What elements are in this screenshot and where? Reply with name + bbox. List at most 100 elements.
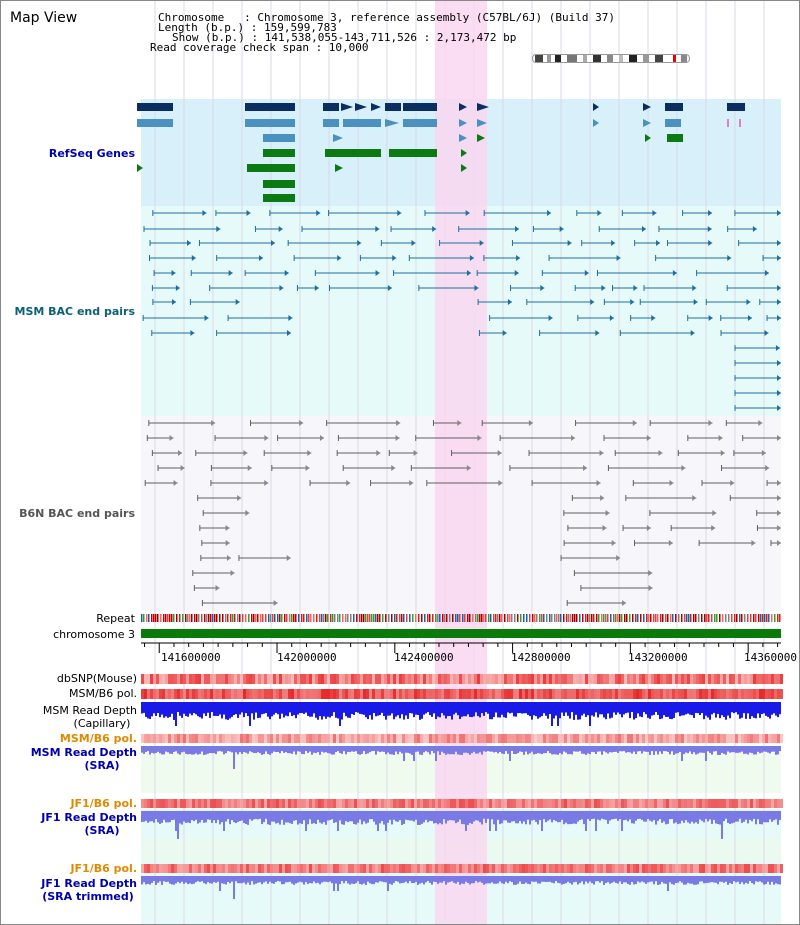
jf1-pol-heat bbox=[417, 799, 420, 808]
dbsnp-heat bbox=[384, 674, 387, 684]
repeat-element bbox=[632, 614, 634, 622]
jf1-depth-sra-bar bbox=[589, 811, 591, 821]
repeat-element bbox=[598, 614, 600, 622]
msm-depth-sra-bar bbox=[751, 746, 753, 754]
msm-depth-capillary-bar bbox=[285, 702, 287, 716]
repeat-element bbox=[665, 614, 667, 622]
refseq-track-label[interactable]: RefSeq Genes bbox=[48, 147, 135, 160]
msm-bac-end bbox=[191, 255, 196, 261]
dbsnp-heat bbox=[231, 674, 234, 684]
chromosome-ideogram[interactable] bbox=[532, 54, 690, 63]
jf1-depth-trimmed-bar bbox=[249, 876, 251, 885]
msm-depth-sra-bar bbox=[143, 746, 145, 754]
msm-depth-capillary-bar bbox=[423, 702, 425, 715]
jf1-pol-heat bbox=[219, 799, 222, 808]
chromosome-track-label[interactable]: chromosome 3 bbox=[53, 628, 135, 641]
msm-depth-sra-bar bbox=[683, 746, 685, 755]
msm-depth-sra-bar bbox=[621, 746, 623, 752]
jf1-pol-2-heat bbox=[714, 864, 717, 873]
jf1-depth-trimmed-label[interactable]: JF1 Read Depth bbox=[41, 877, 137, 890]
axis-tick-label: 142400000 bbox=[394, 651, 454, 664]
jf1-depth-sra-bar bbox=[449, 811, 451, 821]
msm-depth-sra-bar bbox=[609, 746, 611, 753]
jf1-pol-heat bbox=[633, 799, 636, 808]
b6n-bac-end bbox=[692, 495, 697, 501]
repeat-element bbox=[334, 614, 336, 622]
jf1-pol-2-heat bbox=[540, 864, 543, 873]
msm-depth-sra-bar bbox=[667, 746, 669, 752]
msm-depth-sra-bar bbox=[543, 746, 545, 754]
msm-depth-sra-bar bbox=[439, 746, 441, 755]
msm-depth-capillary-label[interactable]: MSM Read Depth bbox=[42, 704, 137, 717]
jf1-depth-trimmed-bar bbox=[499, 876, 501, 882]
msm-depth-capillary-bar bbox=[689, 702, 691, 715]
msm-bac-track-label[interactable]: MSM BAC end pairs bbox=[14, 305, 135, 318]
dbsnp-heat bbox=[459, 674, 462, 684]
jf1-pol-heat bbox=[681, 799, 684, 808]
msm-depth-sra-bar bbox=[761, 746, 763, 753]
jf1-depth-trimmed-bar bbox=[427, 876, 429, 881]
msm-pol-heat bbox=[162, 689, 165, 699]
dbsnp-heat bbox=[645, 674, 648, 684]
msm-depth-sra-bar bbox=[415, 746, 417, 752]
msm-depth-capillary-bar bbox=[743, 702, 745, 714]
jf1-depth-trimmed-bar bbox=[751, 876, 753, 884]
msm-depth-sra-label[interactable]: MSM Read Depth bbox=[30, 746, 137, 759]
repeat-element bbox=[610, 614, 612, 622]
jf1-pol-2-heat bbox=[462, 864, 465, 873]
jf1-depth-trimmed-bar bbox=[157, 876, 159, 883]
msm-pol-sra-heat bbox=[570, 734, 573, 743]
repeat-element bbox=[412, 614, 414, 622]
msm-depth-sra-bar bbox=[261, 746, 263, 755]
msm-bac-end bbox=[411, 240, 416, 246]
msm-pol-sra-heat bbox=[573, 734, 576, 743]
repeat-track-label[interactable]: Repeat bbox=[96, 612, 135, 625]
msm-pol-heat bbox=[219, 689, 222, 699]
msm-depth-sra-bar bbox=[775, 746, 777, 755]
msm-depth-capillary-bar bbox=[579, 702, 581, 720]
jf1-depth-trimmed-bar bbox=[429, 876, 431, 883]
repeat-element bbox=[684, 614, 686, 622]
dbsnp-track-label[interactable]: dbSNP(Mouse) bbox=[56, 672, 137, 685]
jf1-pol-heat bbox=[432, 799, 435, 808]
msm-pol-heat bbox=[675, 689, 678, 699]
jf1-pol-2-heat bbox=[435, 864, 438, 873]
jf1-pol-2-label[interactable]: JF1/B6 pol. bbox=[70, 862, 137, 875]
jf1-depth-sra-label[interactable]: JF1 Read Depth bbox=[41, 811, 137, 824]
msm-depth-capillary-bar bbox=[183, 702, 185, 714]
msm-pol-sra-heat bbox=[558, 734, 561, 743]
msm-bac-end bbox=[540, 285, 545, 291]
jf1-pol-label[interactable]: JF1/B6 pol. bbox=[70, 797, 137, 810]
msm-pol-sra-heat bbox=[246, 734, 249, 743]
msm-depth-sra-bar bbox=[451, 746, 453, 755]
jf1-depth-trimmed-bar bbox=[539, 876, 541, 884]
msm-depth-sra-bar bbox=[165, 746, 167, 752]
msm-depth-sra-bar bbox=[723, 746, 725, 754]
jf1-depth-trimmed-bar bbox=[693, 876, 695, 885]
refseq-gene bbox=[247, 164, 295, 172]
jf1-depth-trimmed-bar bbox=[435, 876, 437, 882]
jf1-depth-trimmed-bar bbox=[727, 876, 729, 885]
jf1-depth-trimmed-bar bbox=[461, 876, 463, 884]
repeat-element bbox=[495, 614, 497, 622]
msm-pol-sra-heat bbox=[660, 734, 663, 743]
msm-pol-heat bbox=[774, 689, 777, 699]
msm-depth-capillary-bar bbox=[595, 702, 597, 713]
jf1-depth-trimmed-bar bbox=[645, 876, 647, 884]
msm-pol-sra-heat bbox=[687, 734, 690, 743]
msm-b6-pol-track-label[interactable]: MSM/B6 pol. bbox=[69, 687, 137, 700]
jf1-depth-sra-bar bbox=[411, 811, 413, 821]
jf1-pol-heat bbox=[579, 799, 582, 808]
b6n-bac-track-label[interactable]: B6N BAC end pairs bbox=[19, 507, 135, 520]
b6n-bac-end bbox=[777, 540, 781, 546]
jf1-pol-2-heat bbox=[324, 864, 327, 873]
msm-depth-capillary-bar bbox=[401, 702, 403, 715]
msm-b6-pol-sra-label[interactable]: MSM/B6 pol. bbox=[59, 732, 137, 745]
msm-depth-capillary-bar bbox=[173, 702, 175, 720]
jf1-depth-trimmed-bar bbox=[469, 876, 471, 885]
refseq-gene bbox=[323, 103, 339, 111]
jf1-pol-heat bbox=[159, 799, 162, 808]
msm-pol-sra-heat bbox=[438, 734, 441, 743]
msm-depth-capillary-bar bbox=[355, 702, 357, 713]
